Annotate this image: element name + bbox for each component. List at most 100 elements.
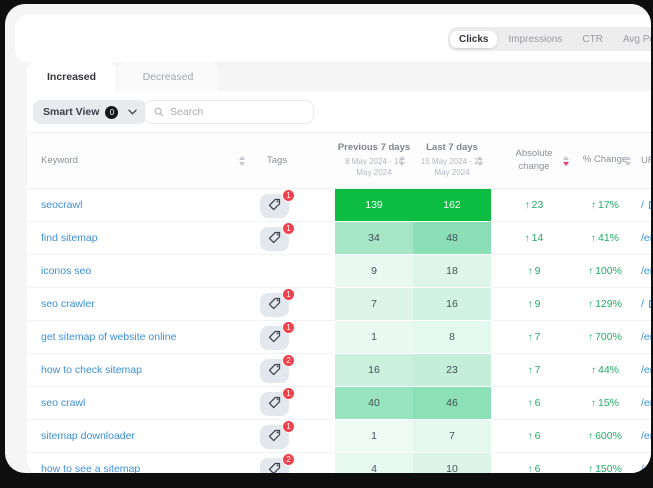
arrow-up-icon: ↑: [525, 200, 530, 211]
external-link-icon: [648, 200, 651, 210]
url-link[interactable]: /en: [641, 364, 651, 376]
tags-cell: [255, 255, 335, 288]
sort-icon-percent-change[interactable]: [625, 156, 631, 166]
keyword-link[interactable]: find sitemap: [41, 232, 98, 244]
percent-change-cell: ↑15%: [577, 387, 633, 420]
trend-tab-decreased[interactable]: Decreased: [118, 62, 218, 91]
tags-cell: 2: [255, 354, 335, 387]
tag-count-badge: 1: [282, 288, 295, 301]
tag-icon: [268, 330, 281, 346]
absolute-change-cell: ↑6: [491, 453, 577, 474]
keywords-table: Keyword Tags Previous 7 days 8 May 2024 …: [27, 132, 651, 473]
arrow-up-icon: ↑: [588, 266, 593, 277]
previous-value-cell: 139: [335, 189, 413, 222]
previous-header-label: Previous 7 days: [338, 142, 410, 155]
column-header-previous[interactable]: Previous 7 days 8 May 2024 - 14 May 2024: [335, 133, 413, 189]
url-link[interactable]: /en: [641, 331, 651, 343]
keyword-cell: seocrawl: [27, 189, 255, 222]
last-value-cell: 8: [413, 321, 491, 354]
last-header-label: Last 7 days: [426, 142, 478, 155]
table-header-row: Keyword Tags Previous 7 days 8 May 2024 …: [27, 133, 651, 189]
column-header-url[interactable]: URL: [633, 133, 651, 189]
previous-value-cell: 16: [335, 354, 413, 387]
url-cell: /en: [633, 387, 651, 420]
smart-view-label: Smart View: [43, 106, 99, 118]
url-link[interactable]: /en: [641, 430, 651, 442]
url-link[interactable]: /: [641, 199, 651, 211]
keyword-link[interactable]: how to see a sitemap: [41, 463, 140, 473]
arrow-up-icon: ↑: [588, 431, 593, 442]
tags-cell: 1: [255, 189, 335, 222]
smart-view-dropdown[interactable]: Smart View 0: [33, 100, 147, 124]
keyword-link[interactable]: sitemap downloader: [41, 430, 135, 442]
keyword-cell: sitemap downloader: [27, 420, 255, 453]
url-cell: /: [633, 189, 651, 222]
absolute-change-cell: ↑7: [491, 354, 577, 387]
url-link[interactable]: /en: [641, 463, 651, 473]
url-link[interactable]: /em: [641, 265, 651, 277]
column-header-keyword[interactable]: Keyword: [27, 133, 255, 189]
sort-icon-last[interactable]: [477, 156, 483, 166]
tags-cell: 1: [255, 288, 335, 321]
previous-value-cell: 40: [335, 387, 413, 420]
previous-value-cell: 1: [335, 420, 413, 453]
keyword-cell: find sitemap: [27, 222, 255, 255]
keyword-link[interactable]: get sitemap of website online: [41, 331, 176, 343]
sort-icon-keyword[interactable]: [239, 156, 245, 166]
keyword-link[interactable]: iconos seo: [41, 265, 91, 277]
search-box: [144, 100, 314, 124]
url-cell: /en: [633, 222, 651, 255]
absolute-change-cell: ↑14: [491, 222, 577, 255]
smart-view-count-badge: 0: [105, 106, 118, 119]
tags-cell: 2: [255, 453, 335, 474]
column-header-last[interactable]: Last 7 days 15 May 2024 - 21 May 2024: [413, 133, 491, 189]
filter-bar: Smart View 0: [27, 91, 651, 132]
arrow-up-icon: ↑: [588, 464, 593, 473]
absolute-change-cell: ↑6: [491, 420, 577, 453]
trend-tab-increased[interactable]: Increased: [27, 62, 116, 91]
tags-cell: 1: [255, 222, 335, 255]
table-row: seo crawler 1 7 16 ↑9 ↑129% /: [27, 288, 651, 321]
keyword-link[interactable]: seocrawl: [41, 199, 82, 211]
absolute-change-cell: ↑7: [491, 321, 577, 354]
tag-icon: [268, 297, 281, 313]
url-cell: /en: [633, 453, 651, 474]
arrow-up-icon: ↑: [591, 233, 596, 244]
arrow-up-icon: ↑: [528, 332, 533, 343]
metric-tab-ctr[interactable]: CTR: [573, 31, 612, 48]
url-link[interactable]: /: [641, 298, 651, 310]
keyword-header-label: Keyword: [41, 155, 78, 166]
keyword-cell: get sitemap of website online: [27, 321, 255, 354]
tags-cell: 1: [255, 420, 335, 453]
previous-value-cell: 7: [335, 288, 413, 321]
keyword-link[interactable]: seo crawl: [41, 397, 85, 409]
absolute-change-cell: ↑9: [491, 255, 577, 288]
metric-tab-avg-position[interactable]: Avg Position: [614, 31, 651, 48]
percent-change-cell: ↑44%: [577, 354, 633, 387]
keyword-cell: seo crawl: [27, 387, 255, 420]
tag-icon: [268, 396, 281, 412]
keyword-link[interactable]: seo crawler: [41, 298, 95, 310]
arrow-up-icon: ↑: [588, 332, 593, 343]
table-row: iconos seo 9 18 ↑9 ↑100% /em: [27, 255, 651, 288]
tag-count-badge: 1: [282, 321, 295, 334]
arrow-up-icon: ↑: [591, 365, 596, 376]
chevron-down-icon: [128, 109, 137, 115]
sort-icon-previous[interactable]: [399, 156, 405, 166]
url-link[interactable]: /en: [641, 232, 651, 244]
column-header-percent-change[interactable]: % Change: [577, 133, 633, 189]
table-row: sitemap downloader 1 1 7 ↑6 ↑600% /en: [27, 420, 651, 453]
keyword-link[interactable]: how to check sitemap: [41, 364, 142, 376]
url-cell: /em: [633, 255, 651, 288]
column-header-absolute-change[interactable]: Absolute change: [491, 133, 577, 189]
metric-tab-impressions[interactable]: Impressions: [499, 31, 571, 48]
metric-tab-clicks[interactable]: Clicks: [450, 31, 497, 48]
table-row: find sitemap 1 34 48 ↑14 ↑41% /en: [27, 222, 651, 255]
url-link[interactable]: /en: [641, 397, 651, 409]
arrow-up-icon: ↑: [588, 299, 593, 310]
search-input[interactable]: [170, 106, 290, 118]
content-card: Smart View 0 Key: [27, 91, 651, 473]
sort-icon-absolute-change-active[interactable]: [563, 156, 569, 166]
trend-tab-group: IncreasedDecreased: [27, 62, 218, 91]
keyword-cell: how to see a sitemap: [27, 453, 255, 474]
